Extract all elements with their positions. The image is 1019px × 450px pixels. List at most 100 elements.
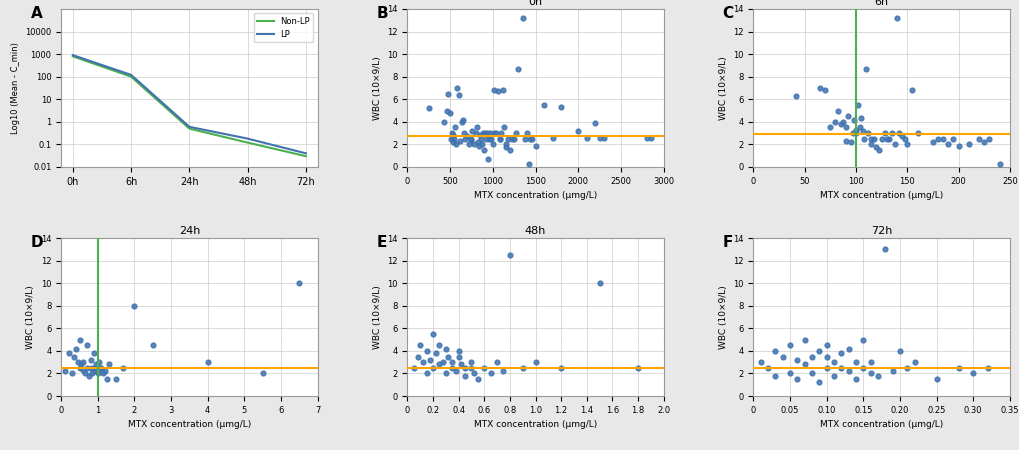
LP xyxy=(66,53,78,58)
Y-axis label: WBC (10×9/L): WBC (10×9/L) xyxy=(26,285,36,349)
Point xyxy=(445,139,462,146)
Point xyxy=(630,364,646,371)
Point xyxy=(462,135,478,142)
Point xyxy=(839,112,855,120)
Point xyxy=(93,364,109,371)
Point xyxy=(544,134,560,141)
Point xyxy=(92,364,108,371)
Point xyxy=(501,146,518,153)
Point xyxy=(570,127,586,135)
Point xyxy=(95,370,111,377)
Point xyxy=(821,124,838,131)
Point xyxy=(440,353,457,360)
Point xyxy=(773,353,790,360)
Point xyxy=(447,368,464,375)
Point xyxy=(66,353,83,360)
Point xyxy=(816,87,833,94)
Point xyxy=(803,353,819,360)
LP xyxy=(242,136,254,141)
Point xyxy=(454,116,471,123)
Point xyxy=(409,353,425,360)
Point xyxy=(437,345,453,352)
Point xyxy=(83,364,99,371)
Point xyxy=(115,364,131,371)
Point xyxy=(857,65,873,72)
Point xyxy=(642,134,658,141)
Point xyxy=(898,364,914,371)
Point xyxy=(927,375,944,382)
Non-LP xyxy=(242,140,254,145)
Point xyxy=(87,368,103,375)
Point xyxy=(57,368,73,375)
Point xyxy=(519,130,535,137)
Point xyxy=(852,115,868,122)
Point xyxy=(90,370,106,377)
Point xyxy=(477,135,493,142)
Point xyxy=(476,364,492,371)
Point xyxy=(903,87,919,94)
Point xyxy=(486,87,502,94)
Point xyxy=(443,359,460,366)
Point xyxy=(469,375,485,382)
Point xyxy=(406,364,422,371)
Point xyxy=(442,135,459,142)
Point xyxy=(865,135,881,142)
Point xyxy=(842,139,858,146)
Text: C: C xyxy=(721,6,733,21)
Point xyxy=(535,101,551,108)
Point xyxy=(431,361,447,368)
Point xyxy=(924,139,941,146)
Point xyxy=(975,139,991,146)
Point xyxy=(443,130,460,137)
Point xyxy=(71,364,88,371)
Point xyxy=(945,135,961,142)
Point xyxy=(60,350,76,357)
Point xyxy=(446,124,463,131)
Point xyxy=(474,130,490,137)
LP xyxy=(125,72,138,77)
Point xyxy=(833,364,849,371)
Point xyxy=(450,353,467,360)
Point xyxy=(90,364,106,371)
Point xyxy=(482,370,498,377)
X-axis label: MTX concentration (μmg/L): MTX concentration (μmg/L) xyxy=(819,191,943,200)
Non-LP xyxy=(66,54,78,59)
Point xyxy=(478,130,494,137)
Point xyxy=(91,359,107,366)
Point xyxy=(862,135,878,142)
Point xyxy=(849,101,865,108)
Text: F: F xyxy=(721,235,733,250)
Point xyxy=(435,118,451,126)
Title: 48h: 48h xyxy=(525,226,545,236)
Point xyxy=(450,91,467,99)
Point xyxy=(108,375,124,382)
Point xyxy=(457,364,473,371)
Point xyxy=(472,132,488,139)
Point xyxy=(487,130,503,137)
Point xyxy=(484,141,500,148)
Point xyxy=(893,133,909,140)
Point xyxy=(782,370,798,377)
Point xyxy=(788,92,804,99)
Y-axis label: WBC (10×9/L): WBC (10×9/L) xyxy=(372,285,381,349)
Point xyxy=(492,130,508,137)
Point xyxy=(811,85,827,92)
Point xyxy=(522,135,538,142)
Point xyxy=(435,359,451,366)
Title: 72h: 72h xyxy=(870,226,892,236)
Point xyxy=(81,372,97,379)
Point xyxy=(254,370,270,377)
Point xyxy=(527,142,543,149)
Point xyxy=(840,345,856,352)
Point xyxy=(451,137,468,144)
Point xyxy=(844,130,860,137)
Point xyxy=(906,359,922,366)
Point xyxy=(99,375,115,382)
Point xyxy=(64,370,81,377)
Point xyxy=(828,107,845,114)
Point xyxy=(898,141,914,148)
Point xyxy=(424,330,440,338)
Point xyxy=(909,130,925,137)
Legend: Non-LP, LP: Non-LP, LP xyxy=(254,13,313,42)
Point xyxy=(825,359,842,366)
